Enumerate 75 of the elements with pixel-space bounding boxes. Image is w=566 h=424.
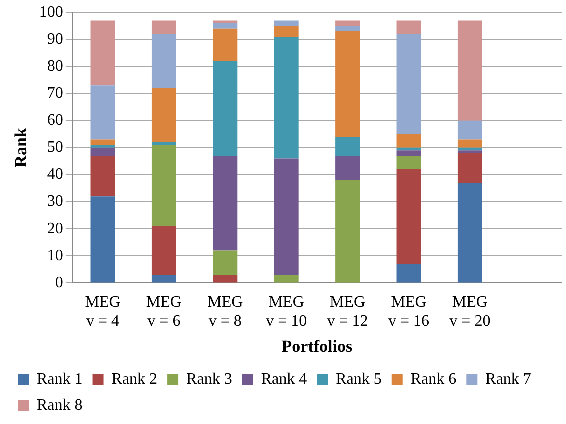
- y-tick-label: 90: [47, 30, 64, 48]
- bar: [458, 153, 482, 184]
- y-axis-title: Rank: [12, 128, 31, 168]
- bar: [458, 20, 482, 121]
- y-tick-label: 100: [39, 4, 64, 21]
- y-tick-label: 80: [47, 58, 64, 75]
- bar: [213, 250, 238, 276]
- bar: [152, 275, 176, 283]
- bar: [458, 148, 482, 151]
- bar: [152, 226, 176, 276]
- bar: [90, 140, 116, 146]
- bar: [396, 34, 422, 134]
- y-tick-label: 70: [47, 84, 64, 102]
- legend-label: Rank 5: [336, 371, 382, 388]
- y-tick-label: 10: [47, 247, 64, 264]
- bar: [336, 32, 360, 138]
- bar: [458, 140, 482, 148]
- y-tick-label: 50: [47, 139, 64, 156]
- bar: [213, 61, 238, 156]
- bar: [213, 20, 238, 24]
- bar: [90, 196, 116, 283]
- bar: [90, 86, 116, 140]
- bar: [336, 26, 360, 32]
- bar: [274, 26, 299, 37]
- x-tick-label: MEG v = 16: [388, 294, 430, 330]
- y-tick-label: 0: [55, 274, 64, 292]
- bar: [274, 36, 299, 159]
- bar: [336, 137, 360, 156]
- bar: [396, 156, 422, 170]
- bar: [90, 20, 116, 86]
- bar: [396, 150, 422, 156]
- legend-label: Rank 6: [410, 371, 457, 388]
- bar: [152, 34, 176, 88]
- bar: [458, 120, 482, 140]
- legend-label: Rank 4: [261, 371, 308, 388]
- bar: [274, 275, 299, 283]
- bar: [396, 264, 422, 283]
- legend-label: Rank 2: [112, 371, 158, 388]
- bar: [396, 170, 422, 264]
- legend-label: Rank 8: [37, 397, 83, 414]
- x-tick-label: MEG v = 10: [266, 294, 308, 330]
- bar: [213, 156, 238, 251]
- bar: [152, 20, 176, 34]
- bar: [336, 156, 360, 180]
- bar: [90, 148, 116, 156]
- bar: [274, 158, 299, 276]
- bar: [458, 150, 482, 154]
- x-tick-label: MEG v = 8: [208, 294, 244, 330]
- bar: [336, 20, 360, 26]
- bar: [458, 183, 482, 283]
- x-tick-label: MEG v = 6: [146, 294, 182, 330]
- legend-label: Rank 7: [486, 371, 532, 388]
- x-axis-title: Portfolios: [282, 337, 353, 356]
- legend-label: Rank 1: [37, 371, 83, 388]
- bar: [213, 275, 238, 283]
- legend-label: Rank 3: [186, 371, 232, 388]
- x-tick-label: MEG v = 4: [85, 294, 122, 330]
- y-tick-label: 20: [47, 220, 64, 238]
- bar: [152, 142, 176, 146]
- bar: [396, 134, 422, 148]
- y-tick-label: 40: [47, 166, 64, 184]
- y-tick-label: 30: [47, 193, 64, 210]
- bar: [396, 148, 422, 151]
- y-tick-label: 60: [47, 112, 64, 130]
- bar: [274, 20, 299, 26]
- bar: [213, 28, 238, 62]
- x-tick-label: MEG v = 20: [450, 294, 491, 330]
- bar: [336, 180, 360, 283]
- x-tick-label: MEG v = 12: [327, 294, 368, 330]
- bar: [90, 145, 116, 148]
- bar: [90, 156, 116, 197]
- bar: [396, 20, 422, 34]
- bar: [152, 88, 176, 142]
- bar: [152, 145, 176, 226]
- bar: [213, 23, 238, 29]
